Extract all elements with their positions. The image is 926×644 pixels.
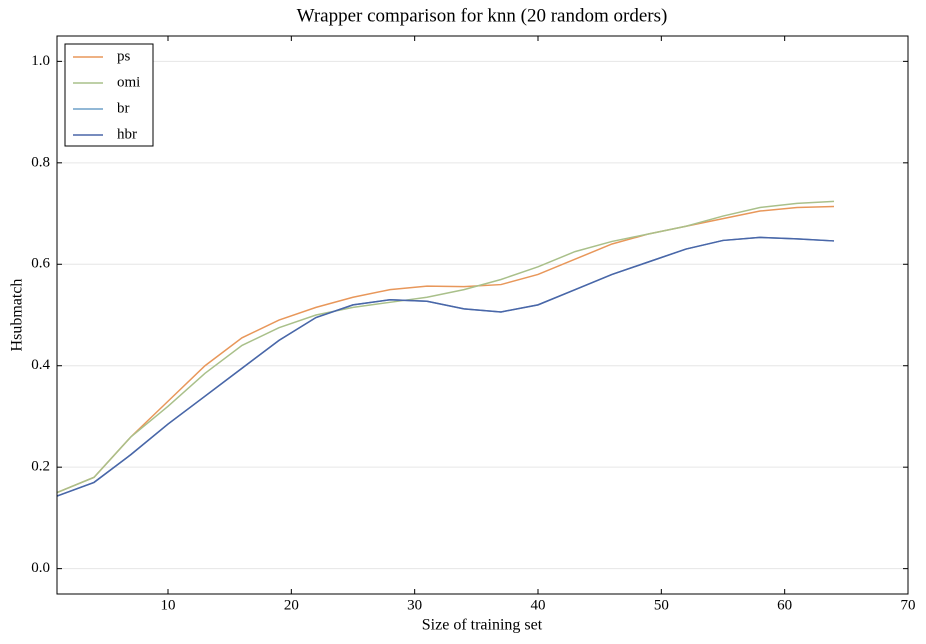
x-tick-label: 60 — [777, 597, 792, 613]
legend-label: hbr — [117, 126, 137, 142]
legend-label: omi — [117, 74, 140, 90]
y-tick-label: 0.4 — [31, 357, 50, 373]
series-line — [56, 205, 835, 494]
y-tick-label: 0.0 — [31, 560, 50, 576]
legend-box — [64, 43, 154, 147]
plot-frame — [56, 35, 909, 595]
x-tick-label: 10 — [161, 597, 176, 613]
x-tick-label: 20 — [284, 597, 299, 613]
chart-title: Wrapper comparison for knn (20 random or… — [297, 5, 668, 26]
x-tick-label: 40 — [531, 597, 546, 613]
series-line — [56, 236, 835, 497]
series-line — [56, 200, 835, 494]
series-line — [56, 236, 835, 497]
x-tick-label: 50 — [654, 597, 669, 613]
x-axis-label: Size of training set — [422, 617, 543, 634]
x-tick-label: 30 — [407, 597, 422, 613]
y-tick-label: 0.6 — [31, 256, 50, 272]
legend-label: br — [117, 100, 130, 116]
y-axis-label: Hsubmatch — [9, 279, 26, 352]
legend-label: ps — [117, 48, 131, 64]
y-tick-label: 0.2 — [31, 459, 50, 475]
y-tick-label: 1.0 — [31, 53, 50, 69]
x-tick-label: 70 — [901, 597, 916, 613]
y-tick-label: 0.8 — [31, 154, 50, 170]
